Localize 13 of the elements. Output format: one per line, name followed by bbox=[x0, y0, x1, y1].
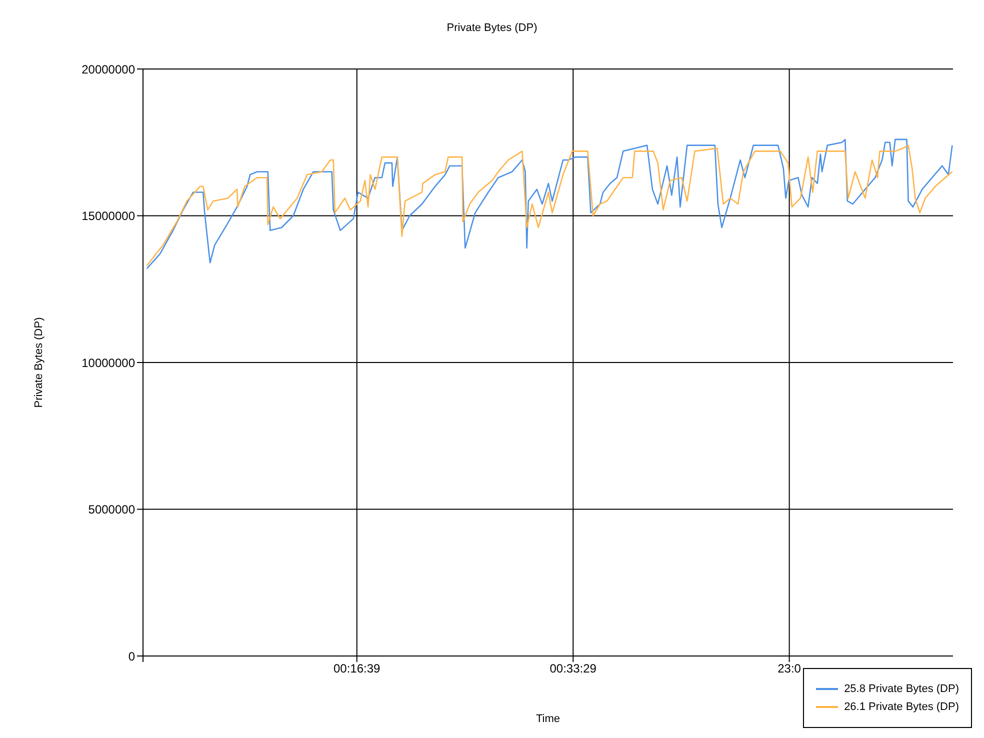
y-tick-label: 20000000 bbox=[82, 62, 136, 76]
chart-title: Private Bytes (DP) bbox=[446, 22, 538, 34]
y-tick-label: 0 bbox=[128, 649, 136, 664]
y-tick-label: 5000000 bbox=[88, 502, 136, 517]
y-axis-title: Private Bytes (DP) bbox=[32, 317, 45, 408]
y-tick-label: 15000000 bbox=[82, 209, 136, 224]
y-tick-label: 10000000 bbox=[82, 356, 136, 370]
legend-label: 26.1 Private Bytes (DP) bbox=[844, 701, 959, 713]
x-tick-label: 00:33:29 bbox=[550, 662, 597, 676]
x-tick-label: 23:0 bbox=[778, 662, 802, 676]
x-tick-label: 00:16:39 bbox=[334, 662, 381, 676]
legend-label: 25.8 Private Bytes (DP) bbox=[844, 683, 959, 695]
x-axis-title: Time bbox=[536, 713, 560, 725]
